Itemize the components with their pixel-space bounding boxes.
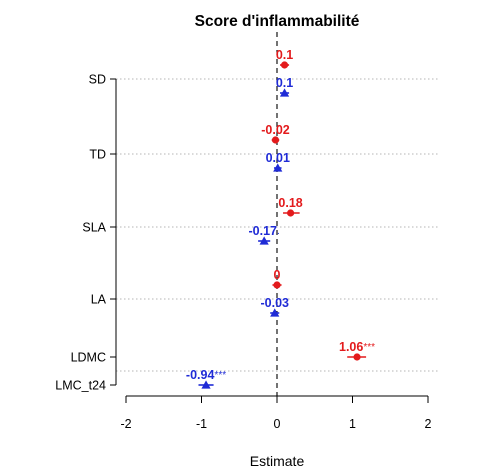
data-point-group: 0.1 [276, 76, 293, 97]
data-label: 0.1 [276, 76, 293, 90]
data-label: 0.1 [276, 48, 293, 62]
x-tick-label: -2 [120, 417, 131, 431]
y-tick-label: LDMC [71, 351, 106, 365]
data-label: -0.03 [260, 296, 289, 310]
x-tick-label: 2 [425, 417, 432, 431]
data-point-group: 0.1 [276, 48, 293, 69]
x-tick-label: 1 [349, 417, 356, 431]
data-point-group: 0.18 [278, 196, 303, 217]
y-tick-label: SD [89, 73, 106, 87]
x-axis-label: Estimate [250, 453, 305, 469]
y-tick-label: LMC_t24 [55, 379, 106, 393]
point-marker-triangle [259, 236, 269, 245]
data-point-group: 0 [272, 268, 282, 289]
y-tick-label: TD [89, 148, 106, 162]
y-tick-label: LA [91, 293, 107, 307]
data-label: -0.17. [249, 224, 280, 238]
data-point-group: -0.94*** [186, 368, 226, 389]
x-tick-label: 0 [274, 417, 281, 431]
point-marker-circle [271, 136, 280, 144]
point-marker-circle [280, 61, 289, 69]
point-marker-triangle [201, 380, 211, 389]
point-marker-triangle [270, 308, 280, 317]
data-point-group: 1.06*** [339, 340, 375, 361]
data-label: 0.01 [266, 151, 290, 165]
point-marker-circle [353, 353, 361, 361]
x-tick-label: -1 [196, 417, 207, 431]
axes: SD TD SLA LA LDMC LMC_t24 -2 -1 0 1 2 [55, 73, 431, 432]
data-point-group: -0.02 [261, 123, 290, 144]
data-point-group: -0.03 [260, 296, 289, 317]
data-label: -0.02 [261, 123, 290, 137]
data-label: 0 [274, 268, 281, 282]
data-label: 0.18 [278, 196, 302, 210]
point-marker-triangle [273, 163, 283, 172]
data-label: 1.06*** [339, 340, 375, 354]
point-marker-triangle [279, 88, 290, 97]
data-point-group: -0.17. [249, 224, 280, 245]
data-label: -0.94*** [186, 368, 226, 382]
point-marker-circle [273, 281, 281, 289]
data-point-group: 0.01 [266, 151, 290, 172]
data-points: 0.1 0.1 -0.02 0.01 0.18 -0.17. 0 -0.03 1.06*** -0… [186, 48, 375, 389]
chart-title: Score d'inflammabilité [195, 13, 360, 30]
y-tick-label: SLA [82, 221, 106, 235]
point-marker-circle [286, 209, 295, 217]
